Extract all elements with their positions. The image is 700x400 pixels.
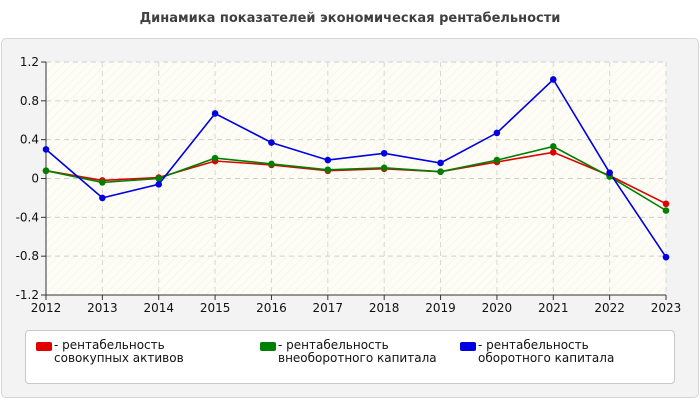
x-tick-label: 2018 bbox=[369, 301, 400, 315]
data-point bbox=[268, 139, 275, 146]
data-point bbox=[324, 156, 332, 164]
x-tick-label: 2013 bbox=[87, 301, 118, 315]
y-tick-labels: 1.2 0.8 0.4 0 -0.4 -0.8 -1.2 bbox=[16, 55, 39, 302]
data-point bbox=[155, 181, 163, 188]
grid-lines bbox=[45, 61, 667, 296]
x-tick-label: 2015 bbox=[200, 301, 231, 315]
series-line-working-capital bbox=[45, 78, 667, 258]
data-point bbox=[380, 149, 388, 157]
data-point bbox=[42, 146, 50, 153]
data-point bbox=[211, 110, 219, 117]
data-point bbox=[549, 148, 557, 156]
data-point bbox=[99, 179, 106, 186]
x-tick-label: 2016 bbox=[256, 301, 287, 315]
data-point bbox=[42, 167, 50, 175]
legend-label: - рентабельность совокупных активов bbox=[54, 338, 184, 365]
y-tick-label: 0.4 bbox=[20, 133, 39, 147]
data-point bbox=[324, 166, 332, 174]
y-tick-label: -0.4 bbox=[16, 210, 39, 224]
x-tick-label: 2012 bbox=[31, 301, 62, 315]
data-point bbox=[662, 253, 670, 261]
data-point bbox=[662, 200, 670, 208]
data-point bbox=[437, 168, 444, 176]
data-point bbox=[606, 169, 613, 176]
data-point bbox=[268, 160, 275, 168]
x-tick-label: 2022 bbox=[594, 301, 625, 315]
x-tick-labels: 2012 2013 2014 2015 2016 2017 2018 2019 2020 2021… bbox=[31, 301, 682, 315]
data-point bbox=[437, 159, 444, 167]
data-point bbox=[99, 194, 106, 202]
x-tick-label: 2021 bbox=[538, 301, 569, 315]
legend-swatch-green bbox=[260, 342, 276, 351]
y-tick-label: 1.2 bbox=[20, 55, 39, 69]
x-tick-label: 2017 bbox=[313, 301, 344, 315]
legend-label: - рентабельность оборотного капитала bbox=[478, 338, 615, 365]
legend-swatch-red bbox=[36, 342, 52, 351]
data-point bbox=[155, 175, 163, 182]
legend-swatch-blue bbox=[460, 342, 476, 351]
series-points bbox=[42, 76, 670, 261]
y-tick-label: 0 bbox=[31, 172, 39, 186]
chart-title: Динамика показателей экономическая рента… bbox=[139, 11, 561, 26]
series-line-noncurrent-capital bbox=[45, 145, 667, 212]
x-tick-label: 2019 bbox=[425, 301, 456, 315]
data-point bbox=[380, 164, 388, 172]
data-point bbox=[493, 129, 501, 137]
data-point bbox=[493, 156, 501, 164]
data-point bbox=[211, 154, 219, 162]
x-tick-label: 2020 bbox=[482, 301, 513, 315]
legend-label: - рентабельность внеоборотного капитала bbox=[278, 338, 437, 365]
axes bbox=[41, 61, 667, 300]
data-point bbox=[549, 143, 557, 150]
x-tick-label: 2023 bbox=[651, 301, 682, 315]
data-point bbox=[662, 207, 670, 214]
y-tick-label: -0.8 bbox=[16, 249, 39, 263]
data-point bbox=[549, 76, 557, 83]
legend: - рентабельность совокупных активов - ре… bbox=[25, 330, 675, 384]
y-tick-label: -1.2 bbox=[16, 288, 39, 302]
series-lines bbox=[45, 78, 667, 258]
y-tick-label: 0.8 bbox=[20, 94, 39, 108]
x-tick-label: 2014 bbox=[143, 301, 174, 315]
series-line-total-assets bbox=[45, 151, 667, 205]
